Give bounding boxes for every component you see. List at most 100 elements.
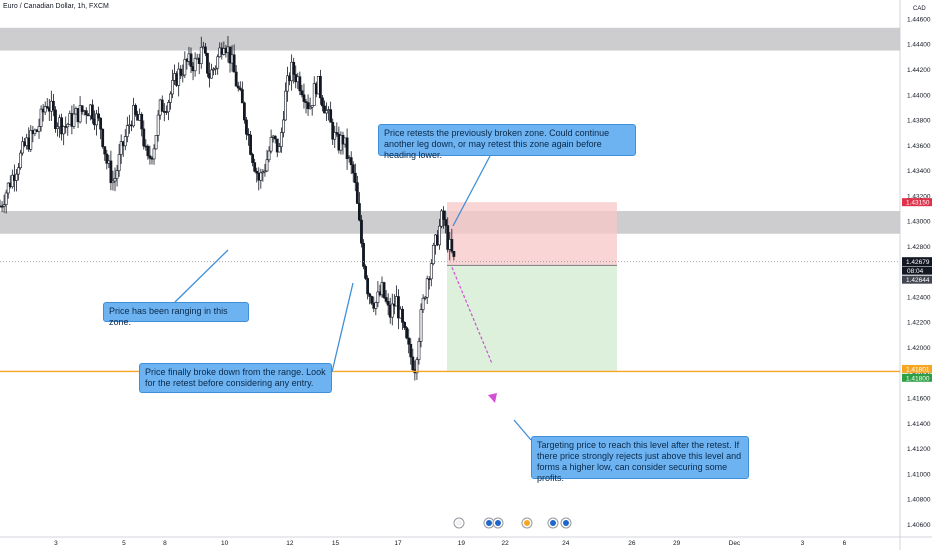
time-tick-label: 8 [163,540,167,547]
bid-price-tag-bg [902,275,932,284]
price-tick-label: 1.41200 [907,446,931,453]
breakdown-pointer [331,282,354,373]
projection-arrow [451,267,493,364]
time-tick-label: Dec [729,540,741,547]
candle-body [415,359,419,374]
candle-body [421,297,425,310]
time-tick-label: 29 [673,540,681,547]
candle-body [304,101,308,103]
target-callout[interactable]: Targeting price to reach this level afte… [531,436,749,483]
last-price-tag-bg [902,257,932,267]
candle-body [15,173,18,181]
candle-body [384,297,388,302]
chart-title: Euro / Canadian Dollar, 1h, FXCM [3,3,109,10]
candle-body [298,76,302,92]
candle-body [21,141,24,154]
candle-body [232,54,236,73]
time-tick-label: 17 [394,540,402,547]
candle-body [277,146,281,153]
time-tick-label: 3 [54,540,58,547]
candle-body [335,132,339,135]
candle-body [269,137,273,152]
candle-body [275,138,279,153]
candle-body [374,302,378,309]
breakdown-callout[interactable]: Price finally broke down from the range.… [139,363,332,393]
candle-body [286,75,289,92]
candle-body [263,170,267,173]
candle-body [292,61,296,75]
price-tick-label: 1.40600 [907,522,931,529]
candle-body [397,296,400,319]
candle-body [423,296,427,299]
event-marker-dot-2 [495,520,501,526]
candle-body [99,117,103,130]
candle-body [6,182,10,194]
price-tick-label: 1.42200 [907,320,931,327]
candle-body [282,119,285,133]
time-tick-label: 24 [562,540,570,547]
range-callout[interactable]: Price has been ranging in this zone. [103,302,249,327]
candle-body [321,97,324,107]
candle-body [255,170,259,174]
candle-body [390,303,394,318]
candle-body [279,132,283,147]
candle-body [62,126,66,135]
projection-arrowhead [488,393,497,403]
candle-body [177,68,181,86]
candle-body [203,46,207,54]
event-marker-dot-3 [524,520,530,526]
retest-pointer [452,155,491,227]
range-pointer [174,249,229,303]
stop-price-tag-bg [902,198,932,207]
candle-body [353,172,357,183]
time-tick-label: 12 [286,540,294,547]
price-tick-label: 1.42000 [907,345,931,352]
candle-body [91,104,94,120]
candle-body [101,128,105,147]
candle-body [146,145,150,157]
candle-body [216,56,220,69]
candle-body [407,337,411,345]
candle-body [43,106,47,113]
candle-body [142,128,146,147]
candle-body [210,69,213,79]
candle-body [306,102,310,110]
candle-body [140,114,144,130]
candle-body [401,308,404,323]
candle-body [240,89,244,104]
retest-callout[interactable]: Price retests the previously broken zone… [378,124,636,160]
candle-body [39,108,43,127]
candle-body [331,122,335,140]
candle-body [403,322,406,328]
candle-body [214,67,218,70]
time-tick-label: 15 [332,540,340,547]
candle-body [181,74,185,77]
level-price-tag: 1.41801 [906,366,930,373]
candle-body [429,263,433,280]
candle-body [167,102,170,113]
level-price-tag-bg [902,364,932,373]
candle-body [45,106,49,109]
candle-body [56,126,59,130]
candle-body [169,93,172,103]
price-tick-label: 1.43000 [907,219,931,226]
candle-body [17,167,20,175]
candle-body [323,105,326,114]
candle-body [109,160,113,184]
candle-body [364,266,367,279]
candle-body [452,250,456,257]
candle-body [111,180,115,184]
candle-body [368,293,372,297]
candle-body [160,99,164,112]
candle-body [236,85,240,89]
candle-body [113,178,117,182]
price-tick-label: 1.41800 [907,370,931,377]
candle-body [51,100,55,111]
candle-body [325,110,328,114]
candle-body [438,225,441,246]
candle-body [29,130,33,150]
candles-layer [0,35,456,381]
stop-loss-zone [447,202,617,266]
